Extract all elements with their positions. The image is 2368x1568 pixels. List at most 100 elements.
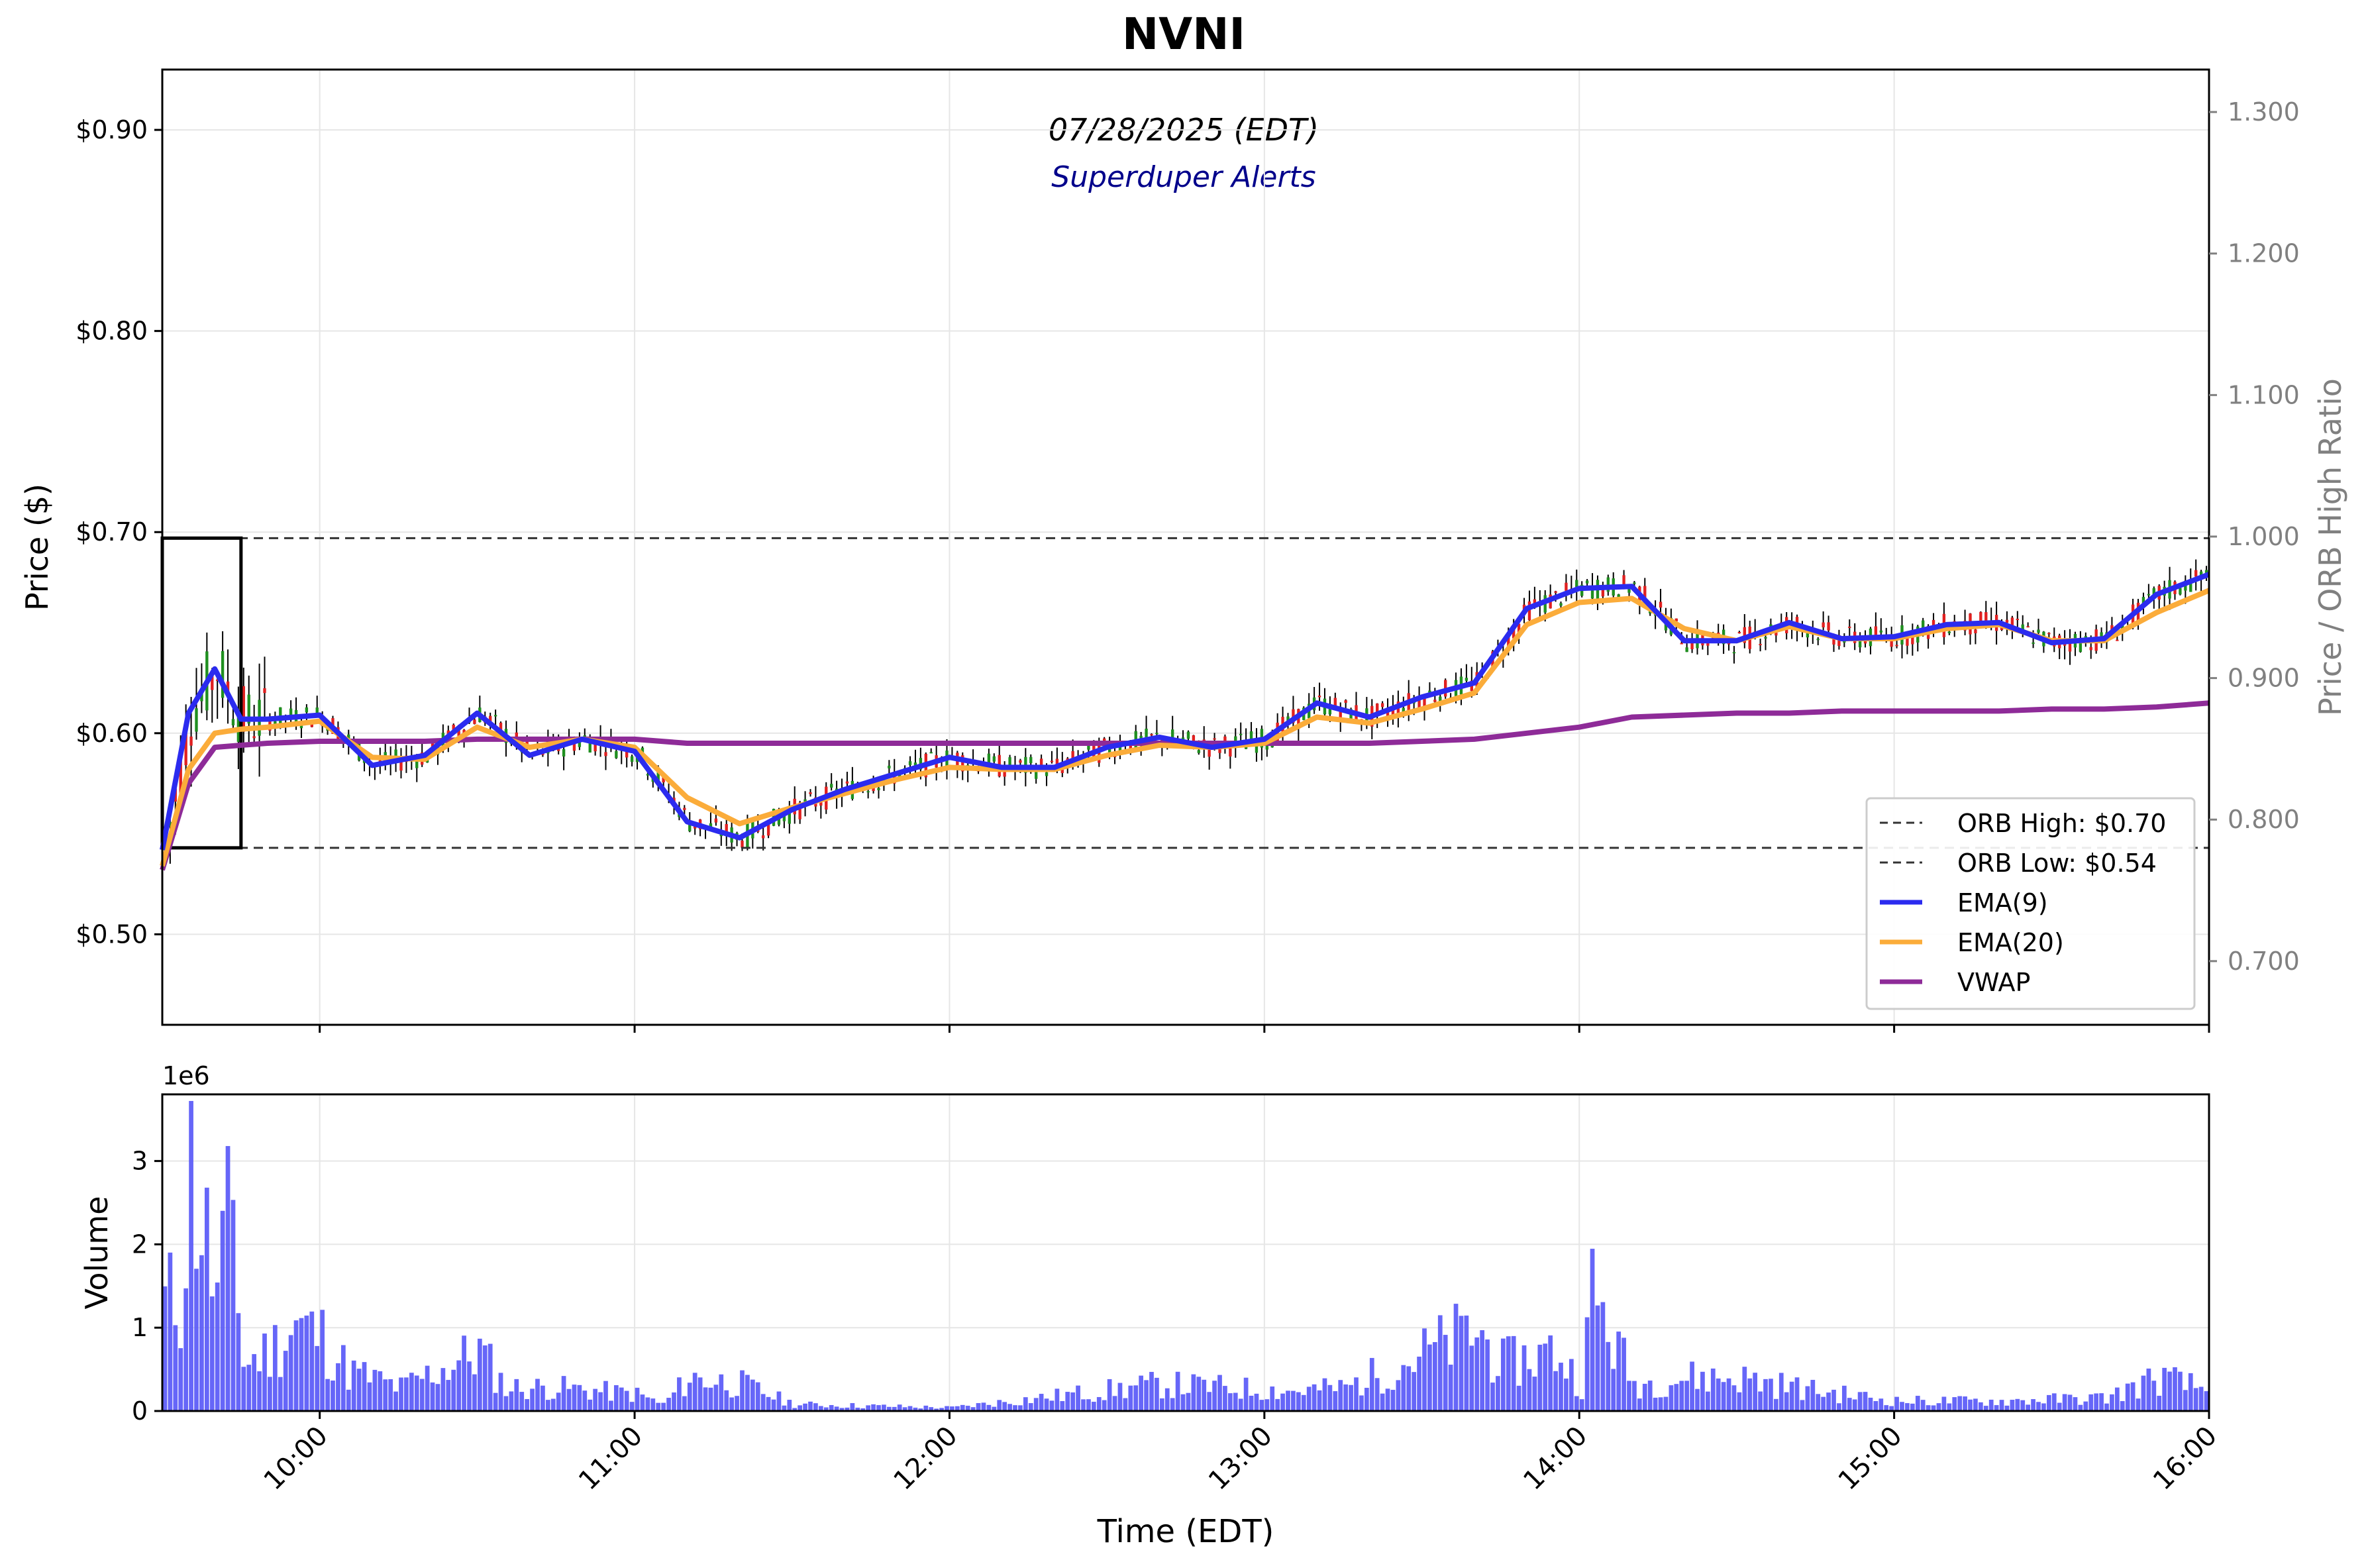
volume-bar [598,1392,603,1411]
candle-body [1402,707,1405,714]
candle-body [1050,760,1054,762]
volume-bar [209,1296,215,1411]
volume-bar [713,1385,719,1411]
candle-body [493,715,497,717]
volume-bar [1396,1380,1401,1411]
volume-bar [1081,1399,1086,1411]
volume-bar [1705,1391,1710,1411]
candle-body [694,825,697,829]
candle-body [2005,619,2009,623]
volume-bar [2094,1393,2099,1411]
volume-bar [435,1384,440,1411]
volume-bar [498,1373,503,1411]
candle-body [741,841,744,848]
volume-bar [509,1391,514,1411]
volume-bar [1527,1369,1532,1411]
price-y-tick-label: $0.60 [76,719,148,748]
volume-bar [965,1406,970,1411]
volume-bar [1364,1387,1369,1411]
volume-bar [1349,1385,1353,1411]
candle-body [1627,588,1631,593]
candle-body [2068,642,2072,652]
volume-bar [1406,1366,1412,1411]
volume-bar [440,1368,446,1411]
volume-y-tick-label: 0 [132,1396,148,1426]
ratio-y-tick-label: 0.800 [2228,805,2300,834]
candle-body [1906,633,1909,646]
volume-bar [1159,1398,1164,1411]
volume-bar [404,1377,409,1411]
volume-bar [1459,1316,1464,1411]
volume-bar [220,1210,225,1411]
volume-bar [393,1391,398,1411]
volume-bar [1569,1359,1574,1411]
candle-body [604,752,607,757]
volume-bar [293,1320,299,1411]
candle-body [1197,750,1200,753]
volume-bar [1065,1392,1070,1411]
candle-body [1223,736,1227,743]
volume-bar [1243,1377,1249,1411]
volume-bar [1884,1405,1889,1411]
volume-bar [1579,1399,1584,1411]
volume-bar [792,1408,798,1411]
volume-bar [1863,1392,1868,1411]
volume-bar [1627,1381,1631,1411]
volume-bar [635,1387,640,1411]
volume-bar [320,1310,325,1411]
candle-body [1617,594,1620,600]
candle-body [431,740,435,751]
volume-bar [1868,1397,1873,1411]
volume-bar [818,1406,823,1411]
candle-body [646,774,650,776]
volume-bar [1553,1371,1558,1411]
volume-bar [902,1407,907,1411]
volume-bar [1469,1345,1474,1411]
volume-bar [860,1408,866,1411]
volume-bar [1611,1369,1616,1411]
candle-body [263,688,266,694]
volume-bar [2067,1394,2073,1411]
candle-body [1947,631,1951,633]
volume-bar [1737,1392,1742,1411]
candle-body [1386,710,1390,717]
candle-body [908,761,912,765]
candle-body [242,686,245,732]
volume-bar [541,1385,545,1411]
volume-bar [462,1335,466,1411]
candle-body [1029,757,1033,763]
candle-body [1333,698,1337,708]
volume-bar [855,1407,860,1411]
volume-bar [399,1377,403,1411]
volume-bar [2026,1404,2031,1411]
volume-bar [1532,1377,1537,1411]
candle-body [588,741,592,753]
candle-body [1317,696,1321,698]
candle-body [1764,637,1767,639]
volume-bar [2198,1386,2204,1411]
volume-bar [1521,1345,1527,1411]
candle-body [1344,700,1347,703]
candle-body [195,708,198,732]
volume-bar [1805,1386,1810,1411]
candle-body [1428,690,1431,694]
candle-body [1292,709,1295,723]
candle-body [1218,747,1221,753]
volume-bar [1564,1379,1569,1411]
volume-bar [1758,1391,1763,1411]
volume-bar [1133,1385,1139,1411]
volume-bar [1653,1397,1658,1411]
candle-body [2147,594,2151,596]
candle-body [572,743,576,751]
volume-bar [2193,1388,2198,1411]
candle-body [216,679,219,681]
volume-bar [1716,1378,1721,1411]
volume-bar [1117,1383,1123,1411]
volume-axes-frame [161,1093,2210,1412]
volume-bar [1196,1377,1202,1411]
volume-bar [1128,1385,1133,1411]
candle-body [1874,626,1878,639]
volume-bar [1978,1402,1983,1411]
volume-bar [577,1385,582,1411]
